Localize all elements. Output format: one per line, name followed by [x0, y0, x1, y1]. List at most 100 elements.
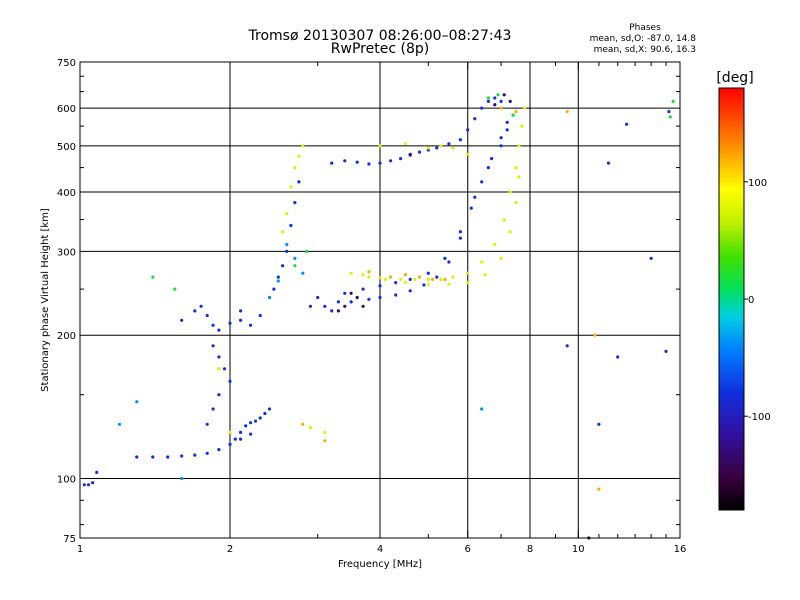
data-point — [301, 422, 305, 426]
data-point — [508, 230, 512, 234]
data-point — [301, 144, 305, 148]
data-point — [343, 304, 347, 308]
data-point — [417, 150, 422, 154]
data-point — [205, 422, 209, 426]
data-point — [180, 318, 184, 322]
data-point — [293, 264, 297, 268]
data-point — [267, 407, 272, 411]
data-point — [249, 421, 253, 425]
data-point — [297, 154, 301, 158]
data-point — [272, 287, 276, 291]
data-point — [267, 295, 272, 300]
data-point — [205, 451, 209, 455]
data-point — [217, 328, 221, 332]
data-point — [499, 136, 503, 140]
data-point — [285, 212, 289, 216]
data-point — [668, 115, 672, 119]
data-point — [426, 146, 430, 150]
colorbar — [718, 87, 745, 511]
data-point — [469, 206, 473, 210]
data-point — [496, 93, 500, 97]
data-point — [403, 273, 408, 277]
data-point — [330, 161, 334, 165]
data-point — [408, 277, 412, 281]
data-point — [664, 349, 668, 353]
data-point — [625, 122, 629, 126]
x-tick-label: 8 — [527, 544, 533, 555]
data-point — [239, 309, 243, 313]
data-point — [308, 425, 312, 430]
data-point — [505, 128, 509, 132]
data-point — [443, 256, 447, 260]
data-point — [466, 271, 470, 275]
data-point — [297, 180, 301, 184]
data-point — [486, 166, 490, 170]
data-point — [565, 110, 569, 114]
data-point — [180, 476, 184, 481]
data-point — [451, 146, 455, 150]
data-point — [426, 271, 430, 275]
data-point — [466, 128, 470, 132]
data-point — [361, 287, 365, 291]
data-point — [86, 483, 91, 487]
data-point — [233, 437, 237, 441]
colorbar-label: [deg] — [716, 70, 753, 86]
chart-subtitle: RwPretec (8p) — [331, 41, 429, 57]
data-point — [135, 400, 139, 404]
data-point — [193, 453, 197, 457]
data-point — [253, 419, 258, 423]
data-point — [367, 297, 371, 301]
y-tick-label: 300 — [57, 247, 76, 258]
data-point — [378, 144, 382, 148]
data-point — [439, 144, 443, 148]
data-point — [276, 275, 280, 279]
data-point — [285, 243, 289, 247]
data-point — [239, 437, 243, 441]
data-point — [289, 223, 293, 228]
data-point — [466, 281, 470, 285]
data-point — [367, 275, 371, 279]
data-point — [473, 195, 477, 199]
data-point — [597, 422, 601, 426]
data-point — [378, 276, 382, 280]
data-point — [180, 454, 184, 458]
data-point — [228, 430, 232, 434]
data-point — [593, 333, 597, 337]
phases-line-o: mean, sd,O: -87.0, 14.8 — [590, 34, 697, 44]
x-tick-label: 10 — [572, 544, 585, 555]
data-point — [217, 355, 221, 359]
data-point — [193, 309, 197, 313]
colorbar-tick-label: -100 — [748, 412, 771, 423]
data-point — [222, 367, 227, 371]
data-point — [458, 236, 462, 240]
axis-ticks: 1 2 4 6 8 10 16 75 100 200 300 400 500 600 750 — [57, 58, 686, 555]
data-point — [493, 243, 497, 247]
data-point — [383, 277, 387, 281]
data-point — [389, 159, 393, 163]
data-point — [517, 144, 521, 148]
data-point — [480, 407, 484, 411]
data-point — [426, 277, 430, 281]
data-point — [616, 355, 620, 359]
data-point — [413, 277, 417, 281]
data-point — [343, 291, 347, 295]
colorbar-tick-label: 0 — [748, 295, 754, 306]
data-point — [211, 323, 215, 327]
data-point — [447, 142, 451, 146]
data-point — [249, 323, 253, 327]
data-point — [520, 124, 524, 128]
data-point — [239, 318, 243, 322]
data-point — [451, 275, 455, 279]
data-point — [439, 277, 443, 281]
chart-title: Tromsø 20130307 08:26:00–08:27:43 — [248, 28, 512, 44]
data-point — [517, 175, 521, 179]
data-point — [514, 201, 518, 205]
data-point — [258, 313, 262, 318]
data-point — [502, 218, 506, 222]
data-point — [281, 230, 285, 234]
data-point — [349, 271, 353, 275]
data-point — [499, 99, 503, 103]
data-point — [422, 283, 426, 287]
data-point — [211, 407, 215, 411]
data-point — [323, 430, 327, 434]
